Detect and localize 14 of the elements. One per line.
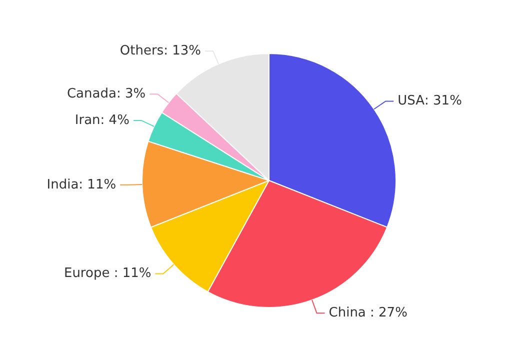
slice-label: Others [120, 43, 164, 58]
data-label: : 27% [370, 306, 408, 321]
slice-label: Europe [64, 266, 114, 282]
data-label: : 31% [424, 94, 462, 109]
slice-label: India [46, 177, 79, 192]
slice-label: Canada [66, 86, 116, 102]
slice-label: Iran [74, 112, 100, 128]
data-label: : 3% [116, 86, 146, 102]
data-label: : 13% [164, 43, 202, 58]
slice-label: USA [398, 94, 425, 109]
slice-label: China [328, 306, 370, 321]
data-label: : 11% [114, 266, 152, 282]
data-label: : 4% [100, 112, 130, 128]
data-label: : 11% [78, 177, 116, 192]
